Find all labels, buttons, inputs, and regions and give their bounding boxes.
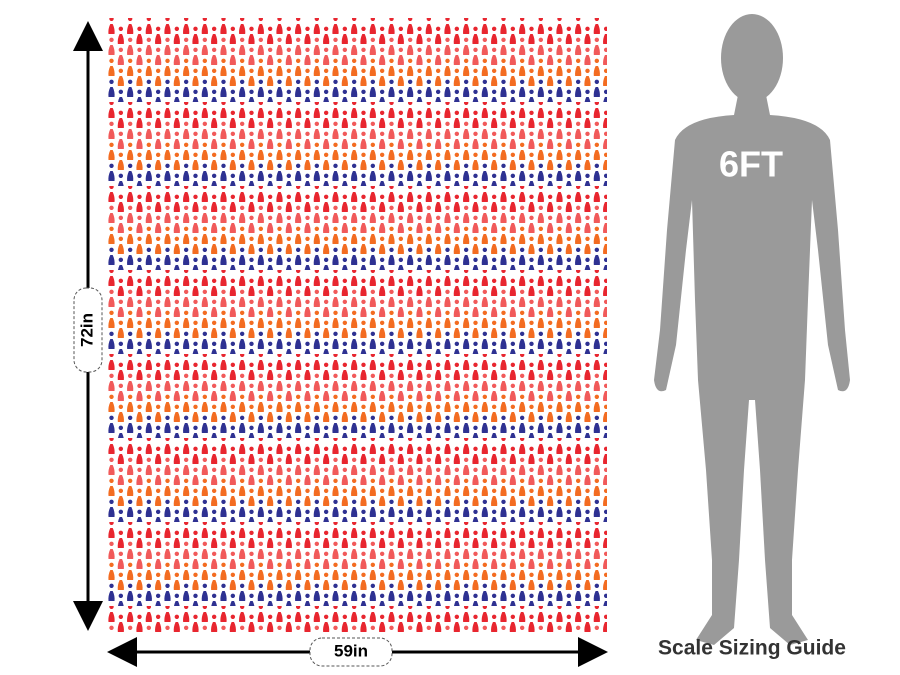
width-label-box — [309, 637, 393, 667]
height-label-box — [73, 287, 103, 373]
height-label: 72in — [77, 313, 96, 347]
wallpaper-panel — [107, 18, 607, 632]
caption: Scale Sizing Guide — [658, 637, 846, 660]
figure-body — [654, 95, 850, 645]
width-label: 59in — [334, 641, 368, 660]
figure-head — [721, 14, 783, 102]
figure-label: 6FT — [719, 144, 783, 185]
